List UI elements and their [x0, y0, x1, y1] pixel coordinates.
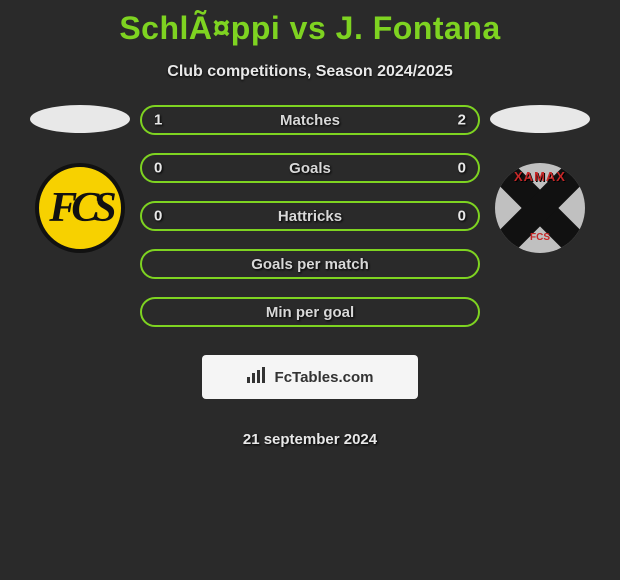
stat-left-value: 1 — [154, 112, 162, 129]
stat-label: Goals — [289, 160, 331, 177]
stat-row-matches: 1 Matches 2 — [140, 105, 480, 135]
stat-label: Goals per match — [251, 256, 369, 273]
left-player-ellipse — [30, 105, 130, 133]
left-team-crest: FCS — [35, 163, 125, 253]
left-crest-text: FCS — [49, 187, 110, 229]
right-player-ellipse — [490, 105, 590, 133]
attribution-box: FcTables.com — [202, 355, 418, 399]
stat-left-value: 0 — [154, 208, 162, 225]
stat-row-goals: 0 Goals 0 — [140, 153, 480, 183]
right-crest-sub: FCS — [495, 232, 585, 243]
stat-label: Hattricks — [278, 208, 342, 225]
stat-row-min-per-goal: Min per goal — [140, 297, 480, 327]
stat-right-value: 0 — [458, 160, 466, 177]
stat-row-hattricks: 0 Hattricks 0 — [140, 201, 480, 231]
stat-right-value: 0 — [458, 208, 466, 225]
stat-label: Min per goal — [266, 304, 354, 321]
stat-row-goals-per-match: Goals per match — [140, 249, 480, 279]
left-side: FCS — [20, 105, 140, 253]
page-subtitle: Club competitions, Season 2024/2025 — [0, 63, 620, 81]
bar-chart-icon — [247, 367, 269, 388]
stat-right-value: 2 — [458, 112, 466, 129]
stats-column: 1 Matches 2 0 Goals 0 0 Hattricks 0 Goal… — [140, 105, 480, 448]
stat-label: Matches — [280, 112, 340, 129]
date-text: 21 september 2024 — [243, 431, 377, 448]
right-team-crest: XAMAX FCS — [495, 163, 585, 253]
content-row: FCS 1 Matches 2 0 Goals 0 0 Hattricks 0 — [0, 105, 620, 448]
right-crest-text: XAMAX — [495, 169, 585, 184]
comparison-card: SchlÃ¤ppi vs J. Fontana Club competition… — [0, 0, 620, 448]
page-title: SchlÃ¤ppi vs J. Fontana — [0, 0, 620, 47]
attribution-text: FcTables.com — [275, 369, 374, 386]
right-side: XAMAX FCS — [480, 105, 600, 253]
stat-left-value: 0 — [154, 160, 162, 177]
